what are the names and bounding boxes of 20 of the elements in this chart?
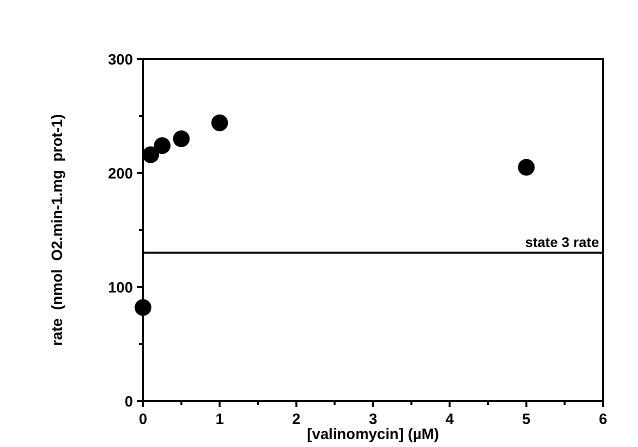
x-tick-label: 6 [598,411,608,428]
y-axis-title: rate (nmol O2.min-1.mg prot-1) [49,114,66,346]
x-tick-label: 0 [138,411,148,428]
y-tick-label: 200 [108,165,133,182]
x-tick-label: 2 [292,411,301,428]
x-tick-label: 5 [522,411,531,428]
x-tick-label: 4 [445,411,454,428]
point [518,158,535,176]
x-tick-label: 3 [368,411,378,428]
point [154,137,171,154]
y-tick-label: 0 [124,393,133,410]
ref-line-label: state 3 rate [525,234,600,250]
y-tick-label: 300 [108,51,133,68]
y-tick-label: 100 [108,279,133,296]
point [172,130,190,148]
point [211,114,228,132]
x-axis-title: [valinomycin] (µM) [307,426,439,443]
x-tick-label: 1 [215,411,224,428]
point [142,146,160,164]
point [134,299,152,316]
